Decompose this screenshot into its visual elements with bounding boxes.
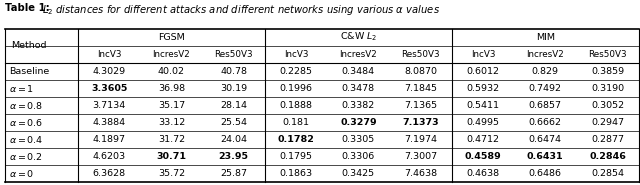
Text: 0.4712: 0.4712 bbox=[467, 135, 499, 144]
Text: C&W $L_2$: C&W $L_2$ bbox=[340, 31, 377, 43]
Text: 35.17: 35.17 bbox=[158, 101, 185, 110]
Text: 7.1974: 7.1974 bbox=[404, 135, 437, 144]
Text: 6.3628: 6.3628 bbox=[93, 169, 125, 178]
Text: 4.1897: 4.1897 bbox=[93, 135, 125, 144]
Text: 3.3605: 3.3605 bbox=[91, 84, 127, 93]
Text: 23.95: 23.95 bbox=[219, 152, 249, 161]
Text: IncV3: IncV3 bbox=[470, 50, 495, 59]
Text: 0.3478: 0.3478 bbox=[342, 84, 375, 93]
Text: 8.0870: 8.0870 bbox=[404, 67, 437, 76]
Text: 0.3279: 0.3279 bbox=[340, 118, 377, 127]
Text: 4.3884: 4.3884 bbox=[93, 118, 125, 127]
Text: Res50V3: Res50V3 bbox=[588, 50, 627, 59]
Text: 0.4995: 0.4995 bbox=[467, 118, 499, 127]
Text: 0.2947: 0.2947 bbox=[591, 118, 624, 127]
Text: IncV3: IncV3 bbox=[97, 50, 122, 59]
Text: $\alpha = 0.2$: $\alpha = 0.2$ bbox=[10, 151, 43, 162]
Text: 30.19: 30.19 bbox=[220, 84, 247, 93]
Text: Method: Method bbox=[11, 41, 47, 50]
Text: IncresV2: IncresV2 bbox=[526, 50, 564, 59]
Text: 40.02: 40.02 bbox=[158, 67, 185, 76]
Text: Table 1:: Table 1: bbox=[5, 3, 50, 13]
Text: 0.6474: 0.6474 bbox=[529, 135, 562, 144]
Text: 0.3305: 0.3305 bbox=[342, 135, 375, 144]
Text: 0.3859: 0.3859 bbox=[591, 67, 624, 76]
Text: 40.78: 40.78 bbox=[220, 67, 247, 76]
Text: 24.04: 24.04 bbox=[220, 135, 247, 144]
Text: 0.3425: 0.3425 bbox=[342, 169, 375, 178]
Text: 0.6012: 0.6012 bbox=[467, 67, 499, 76]
Text: 0.2877: 0.2877 bbox=[591, 135, 624, 144]
Text: 0.3190: 0.3190 bbox=[591, 84, 624, 93]
Text: Baseline: Baseline bbox=[10, 67, 50, 76]
Text: $\alpha = 0.6$: $\alpha = 0.6$ bbox=[10, 117, 44, 128]
Text: 0.3306: 0.3306 bbox=[342, 152, 375, 161]
Text: IncresV2: IncresV2 bbox=[339, 50, 377, 59]
Text: 30.71: 30.71 bbox=[156, 152, 186, 161]
Text: 7.1373: 7.1373 bbox=[403, 118, 439, 127]
Text: 0.4589: 0.4589 bbox=[465, 152, 501, 161]
Text: IncresV2: IncresV2 bbox=[152, 50, 190, 59]
Text: $\alpha = 0.8$: $\alpha = 0.8$ bbox=[10, 100, 44, 111]
Text: 4.3029: 4.3029 bbox=[93, 67, 125, 76]
Text: 25.87: 25.87 bbox=[220, 169, 247, 178]
Text: 0.1863: 0.1863 bbox=[280, 169, 312, 178]
Text: $\alpha = 0.4$: $\alpha = 0.4$ bbox=[10, 134, 44, 145]
Text: $\alpha = 0$: $\alpha = 0$ bbox=[10, 168, 35, 179]
Text: 0.2854: 0.2854 bbox=[591, 169, 624, 178]
Text: Res50V3: Res50V3 bbox=[214, 50, 253, 59]
Text: 0.1795: 0.1795 bbox=[280, 152, 312, 161]
Text: FGSM: FGSM bbox=[158, 33, 185, 42]
Text: $\alpha = 1$: $\alpha = 1$ bbox=[10, 83, 35, 94]
Text: 0.1996: 0.1996 bbox=[280, 84, 312, 93]
Text: 35.72: 35.72 bbox=[158, 169, 185, 178]
Text: 0.3052: 0.3052 bbox=[591, 101, 624, 110]
Text: 0.1782: 0.1782 bbox=[278, 135, 314, 144]
Text: 7.1845: 7.1845 bbox=[404, 84, 437, 93]
Text: IncV3: IncV3 bbox=[284, 50, 308, 59]
Text: 0.2846: 0.2846 bbox=[589, 152, 626, 161]
Text: 4.6203: 4.6203 bbox=[93, 152, 125, 161]
Text: 3.7134: 3.7134 bbox=[93, 101, 126, 110]
Text: 33.12: 33.12 bbox=[158, 118, 185, 127]
Text: 25.54: 25.54 bbox=[220, 118, 247, 127]
Text: 0.3382: 0.3382 bbox=[342, 101, 375, 110]
Text: 0.181: 0.181 bbox=[282, 118, 310, 127]
Text: MIM: MIM bbox=[536, 33, 555, 42]
Text: 36.98: 36.98 bbox=[158, 84, 185, 93]
Text: 0.829: 0.829 bbox=[532, 67, 559, 76]
Text: 0.2285: 0.2285 bbox=[280, 67, 312, 76]
Text: 0.5411: 0.5411 bbox=[467, 101, 499, 110]
Text: 0.3484: 0.3484 bbox=[342, 67, 375, 76]
Text: 7.1365: 7.1365 bbox=[404, 101, 437, 110]
Text: 7.3007: 7.3007 bbox=[404, 152, 437, 161]
Text: 0.1888: 0.1888 bbox=[280, 101, 312, 110]
Text: 0.6857: 0.6857 bbox=[529, 101, 562, 110]
Text: 7.4638: 7.4638 bbox=[404, 169, 437, 178]
Text: $L_2$ distances for different attacks and different networks using various $\alp: $L_2$ distances for different attacks an… bbox=[42, 3, 440, 17]
Text: 0.6486: 0.6486 bbox=[529, 169, 562, 178]
Text: 0.7492: 0.7492 bbox=[529, 84, 562, 93]
Text: 0.6662: 0.6662 bbox=[529, 118, 562, 127]
Text: 28.14: 28.14 bbox=[220, 101, 247, 110]
Text: 31.72: 31.72 bbox=[158, 135, 185, 144]
Text: Res50V3: Res50V3 bbox=[401, 50, 440, 59]
Text: 0.6431: 0.6431 bbox=[527, 152, 564, 161]
Text: 0.4638: 0.4638 bbox=[467, 169, 500, 178]
Text: 0.5932: 0.5932 bbox=[467, 84, 500, 93]
